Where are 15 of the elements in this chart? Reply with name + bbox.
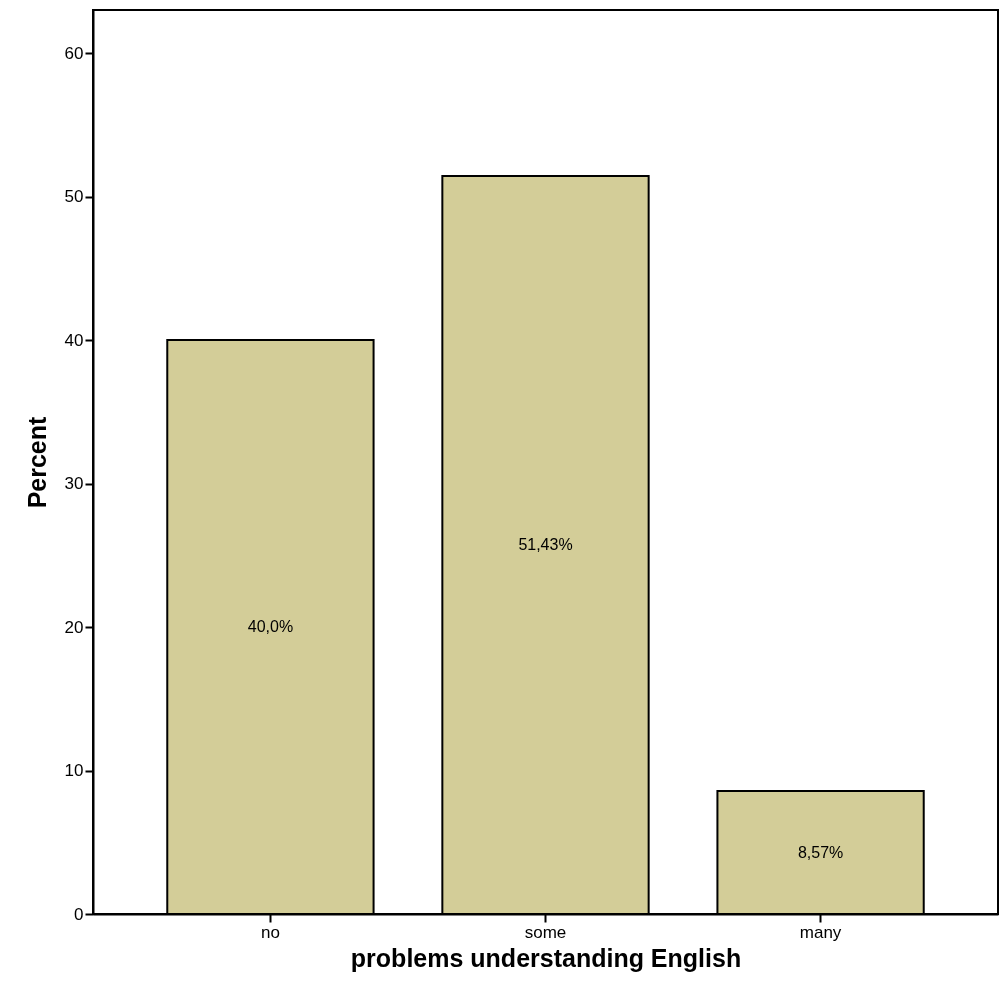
y-tick-label: 30 (64, 474, 84, 494)
y-tick-label: 40 (64, 330, 84, 350)
y-tick-label: 10 (64, 761, 84, 781)
y-tick-label: 60 (64, 43, 84, 63)
data-label: 40,0% (247, 618, 294, 636)
x-tick-label: many (799, 922, 842, 942)
y-axis-title: Percent (22, 415, 51, 509)
y-tick-label: 0 (74, 904, 84, 924)
x-tick-label: no (260, 922, 280, 942)
data-label: 51,43% (518, 536, 573, 554)
y-tick-label: 20 (64, 617, 84, 637)
x-axis-title: problems understanding English (350, 943, 742, 972)
data-label: 8,57% (797, 843, 844, 861)
x-tick-label: some (524, 922, 567, 942)
y-tick-label: 50 (64, 187, 84, 207)
